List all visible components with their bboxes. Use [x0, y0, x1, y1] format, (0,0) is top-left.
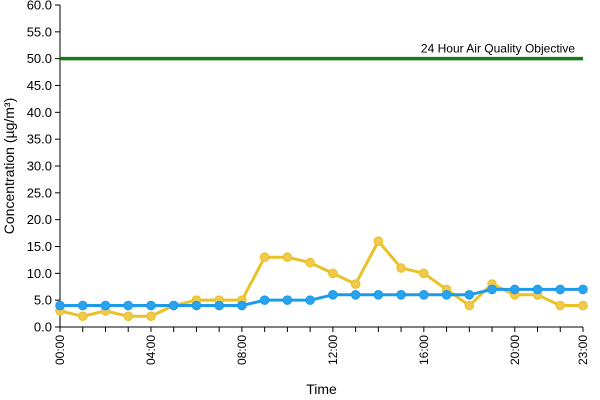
air-quality-objective-label: 24 Hour Air Quality Objective	[421, 42, 575, 56]
series-2-point	[532, 284, 543, 295]
x-axis-title: Time	[306, 381, 337, 397]
series-group	[55, 236, 588, 322]
x-tick-label: 12:00	[326, 335, 340, 365]
series-1-point	[146, 311, 156, 322]
series-2-point	[214, 300, 224, 311]
series-2-point	[237, 300, 247, 311]
series-2-point	[328, 289, 338, 300]
series-2-point	[464, 289, 475, 300]
series-1-point	[555, 300, 566, 311]
series-1-point	[328, 268, 338, 279]
series-2-point	[578, 284, 588, 295]
x-tick-label: 20:00	[508, 335, 522, 365]
series-1-point	[77, 311, 88, 322]
series-1-point	[419, 268, 429, 279]
series-2-point	[555, 284, 566, 295]
y-tick-label: 60.0	[27, 0, 52, 13]
series-2-point	[168, 300, 179, 311]
series-2-point	[77, 300, 88, 311]
x-axis-ticks: 00:00 04:00 08:00 12:00 16:00 20:00 23:00	[53, 327, 590, 365]
series-2-point	[350, 289, 361, 300]
y-tick-label: 30.0	[27, 159, 52, 174]
series-2-point	[509, 284, 520, 295]
y-tick-label: 0.0	[34, 320, 52, 335]
x-tick-label: 04:00	[144, 335, 158, 365]
x-tick-label: 08:00	[235, 335, 249, 365]
series-2-point	[305, 295, 315, 305]
series-1-point	[259, 252, 270, 263]
series-2-point	[373, 289, 384, 300]
series-2-point	[191, 300, 202, 311]
series-1-point	[578, 300, 588, 311]
y-tick-label: 20.0	[27, 212, 52, 227]
y-tick-label: 35.0	[27, 132, 52, 147]
series-1-point	[396, 263, 406, 273]
reference-line-group: 24 Hour Air Quality Objective	[60, 42, 583, 61]
series-2-point	[146, 300, 156, 311]
y-tick-label: 55.0	[27, 24, 52, 39]
series-1-point	[350, 279, 361, 289]
series-2-point	[282, 295, 293, 305]
y-tick-label: 50.0	[27, 51, 52, 66]
y-tick-label: 25.0	[27, 185, 52, 200]
x-tick-label: 00:00	[53, 335, 67, 365]
x-tick-label: 23:00	[576, 335, 590, 365]
series-1-point	[123, 311, 134, 322]
y-tick-label: 15.0	[27, 239, 52, 254]
y-tick-label: 40.0	[27, 105, 52, 120]
y-tick-label: 45.0	[27, 78, 52, 93]
series-2-point	[487, 284, 497, 295]
series-2-line	[60, 287, 583, 308]
series-1-point	[464, 300, 475, 311]
series-1-point	[305, 257, 315, 268]
series-2-point	[259, 295, 270, 305]
y-axis-title: Concentration (µg/m³)	[1, 98, 17, 234]
series-1-point	[282, 252, 293, 263]
series-2-point	[441, 289, 452, 300]
series-1-point	[373, 236, 384, 246]
x-tick-label: 16:00	[417, 335, 431, 365]
series-2-point	[100, 300, 111, 311]
series-2-point	[419, 289, 429, 300]
series-2-point	[123, 300, 134, 311]
series-2-point	[396, 289, 406, 300]
y-axis-ticks: 0.0 5.0 10.0 15.0 20.0 25.0 30.0 35.0 40.0 45.0 50…	[27, 0, 60, 335]
y-tick-label: 10.0	[27, 266, 52, 281]
series-2-point	[55, 300, 65, 311]
y-tick-label: 5.0	[34, 293, 52, 308]
